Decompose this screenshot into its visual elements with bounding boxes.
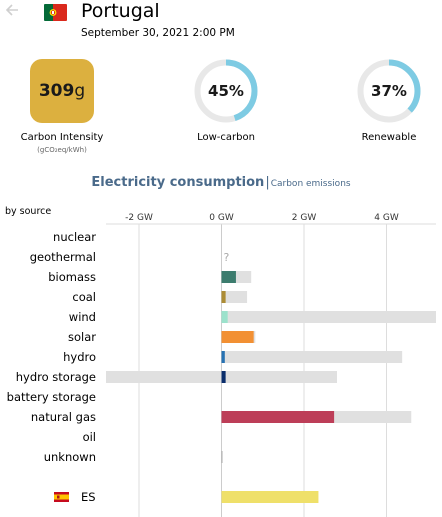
- production-bar: [221, 311, 228, 323]
- production-bar: [221, 331, 254, 343]
- portugal-flag-icon: [44, 4, 67, 21]
- source-label: wind: [69, 310, 96, 324]
- source-label: unknown: [44, 450, 96, 464]
- production-bar: [221, 351, 225, 363]
- arrow-left-icon[interactable]: [4, 2, 24, 22]
- production-bar: [221, 411, 335, 423]
- x-tick-label: 2 GW: [292, 213, 317, 223]
- renewable-gauge: 37%: [357, 59, 421, 123]
- source-label: natural gas: [31, 410, 96, 424]
- capacity-bar: [221, 351, 403, 363]
- carbon-intensity-unit: g: [74, 81, 86, 101]
- source-label: coal: [72, 290, 96, 304]
- production-bar: [221, 291, 226, 303]
- carbon-emissions-link[interactable]: Carbon emissions: [270, 179, 351, 189]
- production-bar: [221, 451, 223, 463]
- capacity-bar: [221, 291, 248, 303]
- production-bar: [221, 271, 236, 283]
- carbon-intensity-value: 309: [38, 81, 75, 101]
- unknown-value-marker: ?: [224, 251, 230, 264]
- source-label: solar: [68, 330, 96, 344]
- low-carbon-value: 45%: [208, 82, 244, 100]
- chart-title[interactable]: Electricity consumption: [91, 175, 265, 190]
- spain-flag-icon: [54, 492, 69, 502]
- source-label: oil: [83, 430, 96, 444]
- carbon-intensity-sublabel: (gCO₂eq/kWh): [37, 146, 87, 154]
- by-source-label: by source: [5, 206, 52, 217]
- low-carbon-gauge: 45%: [194, 59, 258, 123]
- carbon-intensity-badge: 309 g: [30, 59, 94, 123]
- source-label: hydro: [63, 350, 96, 364]
- title-separator: |: [265, 175, 270, 190]
- source-label: geothermal: [30, 250, 96, 264]
- country-name: Portugal: [81, 0, 160, 22]
- exchange-label: ES: [81, 490, 96, 504]
- renewable-gauge-fill: [357, 59, 421, 123]
- source-label: hydro storage: [16, 370, 96, 384]
- production-bar: [221, 371, 226, 383]
- capacity-bar: [221, 311, 436, 323]
- x-tick-label: 4 GW: [374, 213, 399, 223]
- exchange-bar: [221, 491, 319, 503]
- chart-title-row: Electricity consumption|Carbon emissions: [0, 171, 442, 190]
- renewable-value: 37%: [371, 82, 407, 100]
- source-label: biomass: [48, 270, 96, 284]
- renewable-label: Renewable: [361, 132, 417, 143]
- source-label: nuclear: [53, 230, 96, 244]
- electricity-chart: -2 GW 0 GW 2 GW 4 GW nuclear geothermal ? bioma…: [7, 213, 436, 517]
- header: Portugal September 30, 2021 2:00 PM: [0, 0, 442, 48]
- x-tick-label: -2 GW: [125, 213, 153, 223]
- x-tick-label: 0 GW: [209, 213, 234, 223]
- timestamp: September 30, 2021 2:00 PM: [81, 27, 235, 39]
- low-carbon-label: Low-carbon: [197, 132, 255, 143]
- low-carbon-gauge-fill: [194, 59, 258, 123]
- carbon-intensity-label: Carbon Intensity: [20, 132, 104, 143]
- source-label: battery storage: [7, 390, 96, 404]
